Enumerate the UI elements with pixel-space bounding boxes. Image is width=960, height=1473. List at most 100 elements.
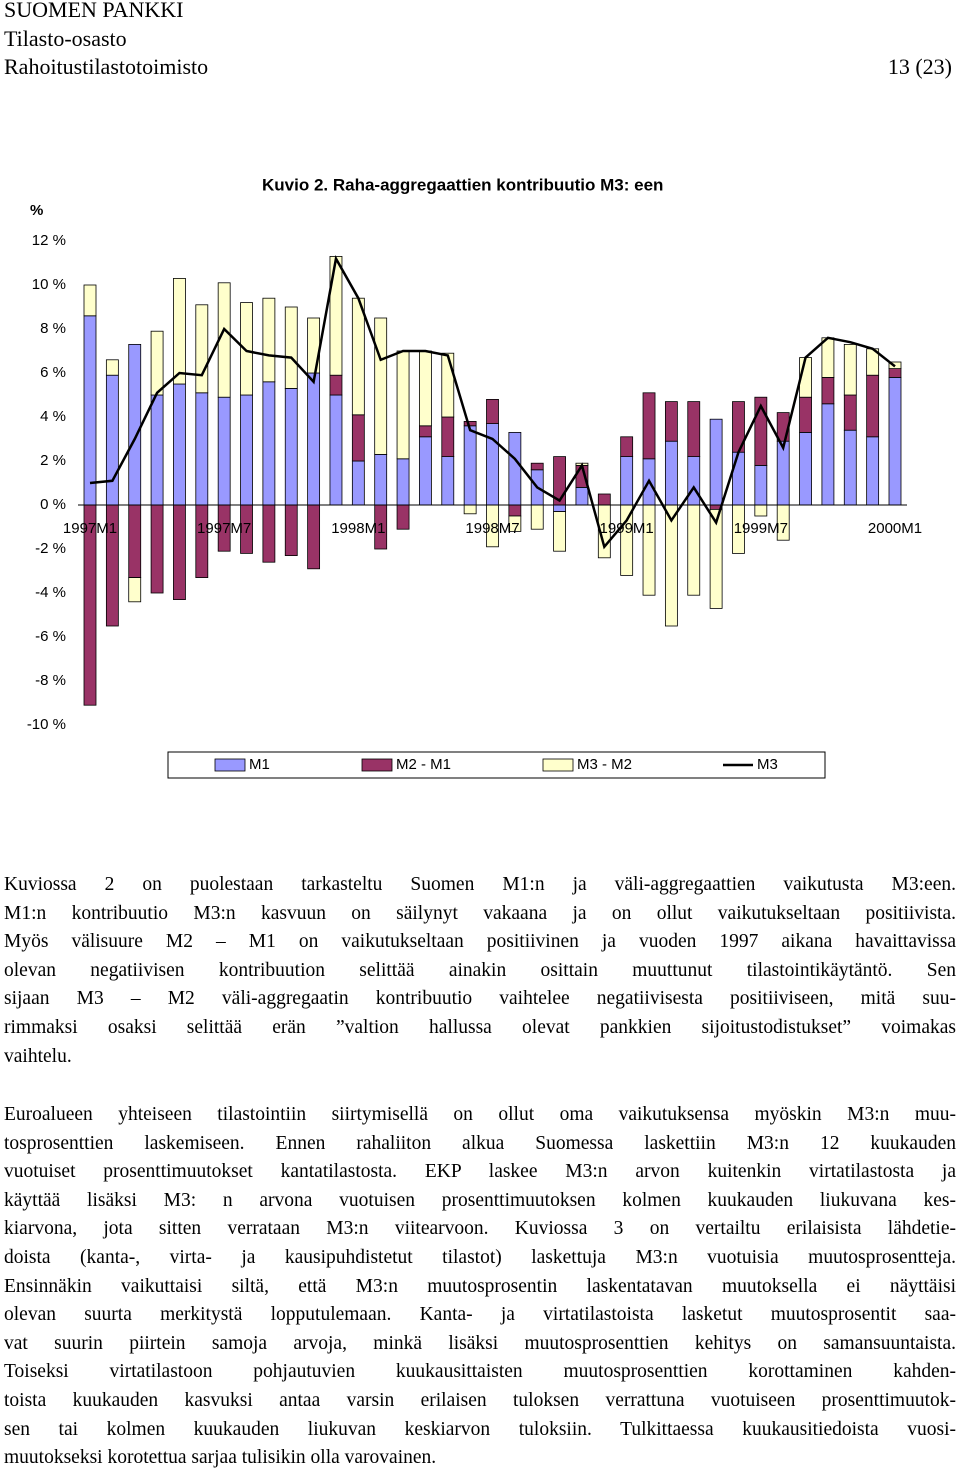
bar	[307, 504, 321, 570]
bar	[866, 436, 880, 506]
bar	[396, 350, 410, 460]
text-line: käyttää lisäksi M3: n arvona vuotuisen p…	[4, 1189, 956, 1211]
bar	[441, 352, 455, 418]
bar	[664, 440, 678, 506]
bar	[240, 302, 253, 396]
legend-swatch	[214, 758, 246, 772]
text-line: tosprosenttien laskemiseen. Ennen rahali…	[4, 1132, 956, 1154]
x-tick-label: 1999M1	[600, 520, 654, 537]
bar	[553, 511, 566, 552]
text-line: doista (kanta-, virta- ja kausipuhdistet…	[4, 1246, 956, 1268]
legend-label: M1	[249, 756, 270, 773]
bar	[575, 486, 589, 506]
legend-swatch	[542, 758, 574, 772]
bar	[284, 387, 298, 506]
y-tick-label: 6 %	[40, 364, 66, 381]
x-tick-label: 2000M1	[868, 520, 922, 537]
text-line: olevan suurta merkitystä lopputulemaan. …	[4, 1304, 956, 1326]
bar	[351, 460, 365, 506]
y-tick-label: -10 %	[27, 716, 66, 733]
bar	[195, 304, 209, 394]
chart: Kuvio 2. Raha-aggregaattien kontribuutio…	[27, 175, 922, 779]
bar	[284, 306, 298, 389]
bar	[150, 330, 164, 396]
x-tick-label: 1997M1	[63, 520, 117, 537]
bar	[776, 440, 790, 506]
bar	[374, 453, 388, 506]
bar	[105, 374, 119, 506]
legend-swatch	[361, 758, 393, 772]
text-line: vaihtelu.	[4, 1045, 72, 1067]
y-axis-label: %	[30, 202, 43, 219]
legend-label: M2 - M1	[396, 756, 451, 773]
bar	[396, 458, 410, 506]
bar	[597, 493, 611, 506]
bar	[351, 414, 365, 462]
org-name: SUOMEN PANKKI	[4, 0, 184, 22]
bar	[441, 456, 455, 506]
bar	[195, 504, 209, 578]
bar	[128, 577, 142, 603]
text-line: Euroalueen yhteiseen tilastointiin siirt…	[4, 1104, 956, 1125]
bar	[664, 504, 678, 627]
bar	[709, 508, 723, 609]
y-tick-label: -4 %	[35, 584, 66, 601]
paragraph: Kuviossa 2 on puolestaan tarkasteltu Suo…	[4, 871, 956, 1071]
bar	[486, 398, 499, 424]
legend-label: M3	[757, 756, 778, 773]
bar	[128, 504, 142, 578]
bar	[687, 456, 701, 506]
text-line: Myös välisuure M2 – M1 on vaikutukseltaa…	[4, 931, 956, 953]
bar	[821, 376, 835, 405]
bar	[508, 431, 522, 506]
bar	[642, 392, 656, 460]
bar	[866, 374, 880, 438]
x-tick-label: 1998M7	[465, 520, 519, 537]
y-tick-label: 0 %	[40, 496, 66, 513]
text-line: Toiseksi virtatilastoon pohjautuvien kuu…	[4, 1361, 956, 1383]
y-tick-label: -8 %	[35, 672, 66, 689]
bar	[262, 381, 276, 506]
bar	[620, 456, 634, 506]
text-line: toista kuukauden kasvuksi antaa varsin e…	[4, 1389, 956, 1411]
bar	[888, 368, 902, 378]
text-line: M1:n kontribuutio M3:n kasvuun on säilyn…	[4, 902, 956, 924]
bar	[508, 504, 522, 517]
bar	[307, 372, 321, 506]
bar	[687, 504, 701, 596]
unit: Rahoitustilastotoimisto	[4, 54, 209, 79]
bar	[553, 504, 566, 512]
bar	[150, 394, 164, 506]
y-tick-label: 12 %	[32, 232, 66, 249]
bar	[419, 350, 432, 427]
department: Tilasto-osasto	[4, 26, 127, 51]
legend-label: M3 - M2	[577, 756, 632, 773]
legend-box	[167, 751, 826, 779]
bar	[173, 504, 186, 600]
page-number: 13 (23)	[887, 54, 952, 79]
bar	[664, 401, 678, 442]
text-line: olevan negatiivisen kontribuution selitt…	[4, 959, 956, 981]
bar	[843, 429, 857, 506]
bar	[83, 315, 97, 506]
y-tick-label: 10 %	[32, 276, 66, 293]
bar	[173, 277, 186, 385]
x-tick-label: 1999M7	[734, 520, 788, 537]
x-tick-label: 1997M7	[197, 520, 251, 537]
text-line: vat suurin piirtein samoja arvoja, minkä…	[4, 1332, 956, 1354]
bar	[173, 383, 186, 506]
text-line: rimmaksi osaksi selittää erän ”valtion h…	[4, 1016, 956, 1038]
bar	[888, 376, 902, 506]
bar	[620, 436, 634, 457]
x-tick-label: 1998M1	[331, 520, 385, 537]
paragraph: Euroalueen yhteiseen tilastointiin siirt…	[4, 1101, 956, 1473]
bar	[284, 504, 298, 556]
text-line: Ensinnäkin vaikuttaisi siltä, että M3:n …	[4, 1275, 956, 1297]
bar	[709, 418, 723, 506]
bar	[240, 394, 253, 506]
bar	[486, 423, 499, 506]
bar	[799, 431, 812, 506]
bar	[419, 425, 432, 438]
bar	[843, 343, 857, 396]
bar	[821, 337, 835, 378]
